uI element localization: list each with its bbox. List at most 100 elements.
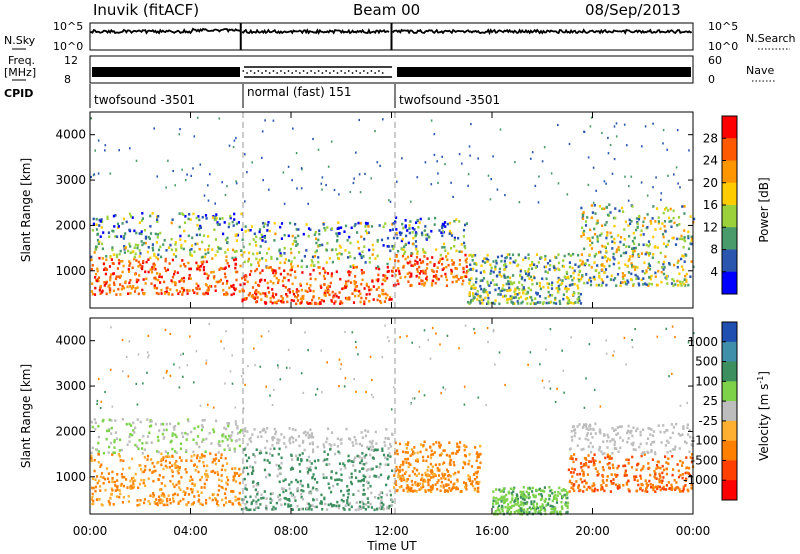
scatter-cell xyxy=(447,483,450,487)
scatter-cell xyxy=(140,266,143,269)
scatter-cell xyxy=(121,222,124,225)
scatter-cell xyxy=(141,447,144,450)
scatter-cell xyxy=(172,253,175,256)
frequency-panel-frame xyxy=(89,55,694,84)
scatter-cell xyxy=(477,396,480,399)
scatter-cell xyxy=(364,429,367,432)
scatter-cell xyxy=(198,498,201,502)
scatter-cell xyxy=(549,387,552,390)
scatter-cell xyxy=(153,284,156,287)
scatter-cell xyxy=(316,489,319,492)
scatter-cell xyxy=(349,241,352,245)
scatter-cell xyxy=(522,286,525,289)
scatter-cell xyxy=(96,481,99,485)
scatter-cell xyxy=(229,216,232,220)
scatter-cell xyxy=(218,478,221,482)
scatter-cell xyxy=(355,442,358,445)
scatter-cell xyxy=(561,349,563,352)
scatter-cell xyxy=(273,274,276,278)
scatter-cell xyxy=(647,251,650,255)
scatter-cell xyxy=(380,507,383,511)
scatter-cell xyxy=(438,441,441,445)
scatter-cell xyxy=(230,490,233,493)
scatter-cell xyxy=(359,191,362,194)
scatter-cell xyxy=(440,477,443,480)
scatter-cell xyxy=(633,476,636,480)
scatter-cell xyxy=(223,503,226,507)
scatter-cell xyxy=(318,272,321,275)
scatter-cell xyxy=(662,272,666,276)
scatter-cell xyxy=(121,339,124,342)
scatter-cell xyxy=(394,259,397,262)
freq-unit: [MHz] xyxy=(4,66,36,79)
scatter-cell xyxy=(91,282,94,286)
scatter-cell xyxy=(369,467,372,471)
scatter-cell xyxy=(94,489,97,493)
scatter-cell xyxy=(156,503,159,507)
scatter-cell xyxy=(351,292,354,295)
scatter-cell xyxy=(511,497,514,500)
scatter-cell xyxy=(226,462,229,465)
scatter-cell xyxy=(544,296,547,300)
scatter-cell xyxy=(256,252,259,255)
scatter-cell xyxy=(669,207,672,211)
scatter-cell xyxy=(224,275,227,279)
scatter-cell xyxy=(276,257,279,261)
colorbar-swatch xyxy=(722,138,737,161)
scatter-cell xyxy=(472,292,475,295)
scatter-cell xyxy=(593,227,596,231)
scatter-cell xyxy=(448,441,451,444)
scatter-cell xyxy=(426,257,429,260)
scatter-cell xyxy=(138,249,141,252)
scatter-cell xyxy=(610,482,613,485)
scatter-cell xyxy=(583,479,586,483)
scatter-cell xyxy=(627,458,630,462)
scatter-cell xyxy=(365,282,368,286)
scatter-cell xyxy=(631,239,634,243)
scatter-cell xyxy=(158,429,161,432)
scatter-cell xyxy=(302,431,305,435)
scatter-cell xyxy=(379,300,382,303)
scatter-cell xyxy=(365,503,368,506)
scatter-cell xyxy=(426,267,429,270)
scatter-cell xyxy=(662,129,665,132)
scatter-cell xyxy=(174,450,177,453)
scatter-cell xyxy=(144,235,148,239)
scatter-cell xyxy=(188,277,191,280)
scatter-cell xyxy=(467,462,470,466)
scatter-cell xyxy=(450,247,453,250)
scatter-cell xyxy=(98,498,101,501)
scatter-cell xyxy=(446,222,449,226)
nave-dot xyxy=(370,70,373,72)
scatter-cell xyxy=(349,255,352,258)
scatter-cell xyxy=(96,267,99,271)
scatter-cell xyxy=(654,275,657,278)
scatter-cell xyxy=(228,286,231,290)
scatter-cell xyxy=(185,459,188,462)
scatter-cell xyxy=(671,277,674,281)
scatter-cell xyxy=(130,287,133,290)
scatter-cell xyxy=(254,269,257,273)
scatter-cell xyxy=(326,361,328,364)
scatter-cell xyxy=(404,250,407,254)
scatter-cell xyxy=(579,488,582,492)
scatter-cell xyxy=(282,490,285,494)
scatter-cell xyxy=(97,139,100,142)
scatter-cell xyxy=(269,266,272,269)
scatter-cell xyxy=(128,242,131,246)
scatter-cell xyxy=(518,201,521,204)
scatter-cell xyxy=(393,244,396,248)
scatter-cell xyxy=(288,483,291,486)
scatter-cell xyxy=(119,459,122,462)
scatter-cell xyxy=(651,458,654,461)
scatter-cell xyxy=(265,506,268,510)
scatter-cell xyxy=(521,502,524,505)
scatter-cell xyxy=(473,488,476,492)
scatter-cell xyxy=(243,250,246,254)
scatter-cell xyxy=(203,486,206,489)
scatter-cell xyxy=(190,174,192,177)
scatter-cell xyxy=(441,472,444,476)
scatter-cell xyxy=(139,464,142,467)
scatter-cell xyxy=(330,140,333,143)
scatter-cell xyxy=(657,220,660,223)
